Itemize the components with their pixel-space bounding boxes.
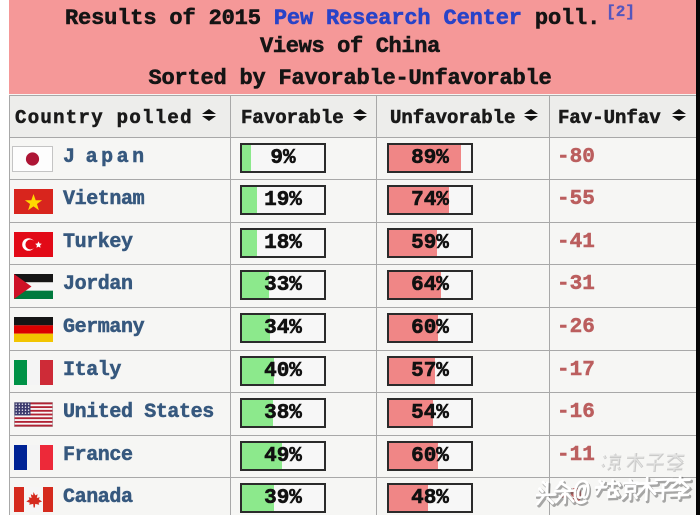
svg-text:@: @ — [574, 479, 592, 511]
svg-text:@: @ — [573, 478, 591, 510]
